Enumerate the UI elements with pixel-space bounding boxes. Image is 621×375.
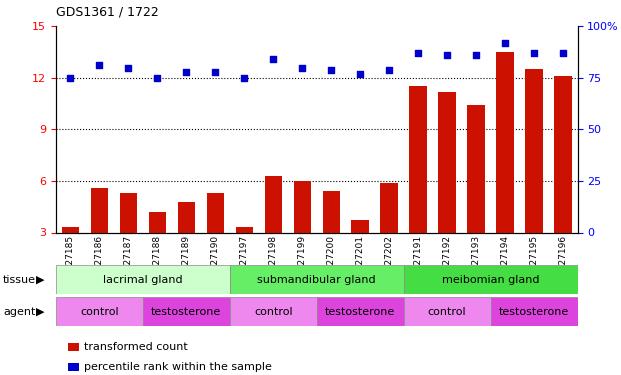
Bar <box>409 86 427 232</box>
Bar <box>491 297 578 326</box>
Text: transformed count: transformed count <box>84 342 188 352</box>
Point <box>239 75 249 81</box>
Bar <box>178 202 195 232</box>
Bar <box>56 297 143 326</box>
Bar <box>317 297 404 326</box>
Bar <box>265 176 282 232</box>
Point <box>355 70 365 77</box>
Bar <box>143 297 230 326</box>
Text: control: control <box>428 307 466 316</box>
Text: lacrimal gland: lacrimal gland <box>103 275 183 285</box>
Point <box>413 50 423 56</box>
Bar <box>61 227 79 232</box>
Point <box>500 40 510 46</box>
Point <box>268 56 278 62</box>
Point <box>181 69 191 75</box>
Point <box>442 52 452 58</box>
Bar <box>322 191 340 232</box>
Point <box>326 67 336 73</box>
Text: submandibular gland: submandibular gland <box>257 275 376 285</box>
Text: control: control <box>254 307 292 316</box>
Point <box>558 50 568 56</box>
Bar <box>404 297 491 326</box>
Point <box>384 67 394 73</box>
Bar <box>294 181 311 232</box>
Bar <box>351 220 369 232</box>
Text: testosterone: testosterone <box>151 307 222 316</box>
Text: GDS1361 / 1722: GDS1361 / 1722 <box>56 6 158 19</box>
Bar <box>404 265 578 294</box>
Bar <box>148 212 166 232</box>
Bar <box>496 52 514 232</box>
Text: ▶: ▶ <box>36 307 45 316</box>
Bar <box>91 188 108 232</box>
Text: testosterone: testosterone <box>499 307 569 316</box>
Bar <box>438 92 456 232</box>
Point <box>124 64 134 70</box>
Point <box>471 52 481 58</box>
Bar <box>230 297 317 326</box>
Bar <box>207 193 224 232</box>
Point <box>297 64 307 70</box>
Text: tissue: tissue <box>3 275 36 285</box>
Bar <box>120 193 137 232</box>
Point <box>211 69 220 75</box>
Text: testosterone: testosterone <box>325 307 396 316</box>
Bar <box>525 69 543 232</box>
Bar <box>555 76 572 232</box>
Text: ▶: ▶ <box>36 275 45 285</box>
Bar <box>230 265 404 294</box>
Bar <box>468 105 485 232</box>
Text: control: control <box>80 307 119 316</box>
Point <box>152 75 162 81</box>
Point <box>65 75 75 81</box>
Point <box>529 50 539 56</box>
Text: percentile rank within the sample: percentile rank within the sample <box>84 362 273 372</box>
Bar <box>381 183 398 232</box>
Bar <box>56 265 230 294</box>
Bar <box>235 227 253 232</box>
Text: agent: agent <box>3 307 35 316</box>
Text: meibomian gland: meibomian gland <box>442 275 540 285</box>
Point <box>94 62 104 68</box>
